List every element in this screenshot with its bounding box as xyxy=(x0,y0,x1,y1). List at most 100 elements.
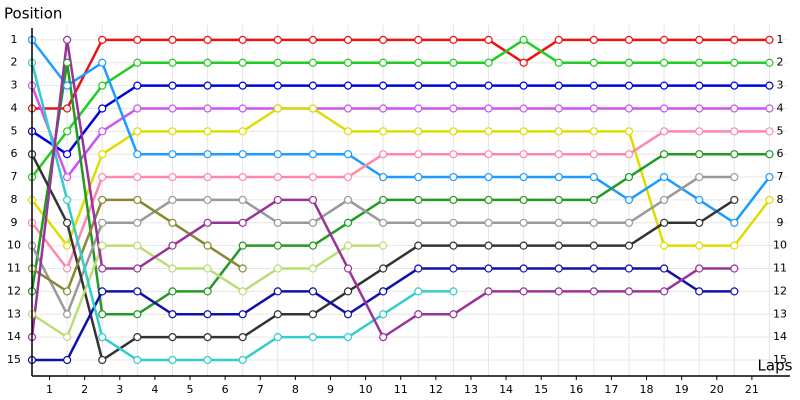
point xyxy=(238,264,247,273)
point xyxy=(308,104,318,113)
point xyxy=(554,241,563,250)
x-tick-label: 9 xyxy=(327,383,334,396)
point xyxy=(484,264,493,273)
point xyxy=(519,127,528,136)
point xyxy=(519,287,528,296)
point xyxy=(449,104,458,113)
point xyxy=(730,58,739,67)
point xyxy=(98,241,107,250)
point xyxy=(98,58,107,67)
x-tick-label: 3 xyxy=(116,383,123,396)
point xyxy=(484,58,493,67)
point xyxy=(519,35,528,44)
point xyxy=(659,104,669,113)
point xyxy=(168,333,177,342)
point xyxy=(63,241,72,250)
point xyxy=(695,127,704,136)
point xyxy=(730,195,739,205)
y-tick-label: 4 xyxy=(11,101,18,114)
x-tick-label: 17 xyxy=(604,383,618,396)
point xyxy=(203,241,212,250)
point xyxy=(308,195,318,205)
point xyxy=(343,58,353,67)
point xyxy=(730,172,739,182)
point xyxy=(730,218,739,227)
point xyxy=(554,264,563,273)
point xyxy=(589,150,598,159)
point xyxy=(168,264,177,273)
point xyxy=(273,58,282,67)
series-line xyxy=(31,38,770,178)
point xyxy=(273,333,282,342)
point xyxy=(343,195,353,205)
point xyxy=(449,287,458,296)
series-line xyxy=(31,130,770,272)
x-tick-label: 19 xyxy=(675,383,689,396)
x-tick-label: 20 xyxy=(710,383,724,396)
y-tick-label: 8 xyxy=(11,193,18,206)
y-tick-label: 6 xyxy=(11,147,18,160)
point xyxy=(168,241,177,250)
point xyxy=(449,58,458,67)
point xyxy=(695,218,704,227)
point xyxy=(695,81,704,90)
point xyxy=(343,287,353,296)
point xyxy=(63,355,72,365)
y-tick-label-right: 1 xyxy=(777,33,784,46)
point xyxy=(414,195,423,205)
point xyxy=(379,195,388,205)
point xyxy=(98,310,107,319)
y-tick-label-right: 8 xyxy=(777,193,784,206)
point xyxy=(730,150,739,159)
point xyxy=(238,241,247,250)
point xyxy=(133,333,142,342)
point xyxy=(203,172,212,182)
x-tick-label: 21 xyxy=(745,383,759,396)
point xyxy=(659,195,669,205)
point xyxy=(484,241,493,250)
point xyxy=(343,310,353,319)
point xyxy=(273,264,282,273)
point xyxy=(238,287,247,296)
point xyxy=(484,218,493,227)
point xyxy=(133,58,142,67)
point xyxy=(203,195,212,205)
point xyxy=(273,218,282,227)
point xyxy=(379,81,388,90)
point xyxy=(203,150,212,159)
point xyxy=(133,35,142,44)
point xyxy=(168,310,177,319)
point xyxy=(273,172,282,182)
point xyxy=(589,127,598,136)
point xyxy=(168,172,177,182)
point xyxy=(308,150,318,159)
series-line xyxy=(31,84,770,156)
point xyxy=(659,241,669,250)
x-tick-label: 8 xyxy=(292,383,299,396)
point xyxy=(695,58,704,67)
point xyxy=(659,35,669,44)
point xyxy=(695,172,704,182)
y-tick-label: 10 xyxy=(7,239,21,252)
point xyxy=(168,127,177,136)
point xyxy=(133,195,142,205)
point xyxy=(695,287,704,296)
point xyxy=(554,150,563,159)
point xyxy=(273,310,282,319)
point xyxy=(484,104,493,113)
point xyxy=(589,81,598,90)
point xyxy=(659,58,669,67)
point xyxy=(589,287,598,296)
point xyxy=(308,287,318,296)
point xyxy=(343,150,353,159)
point xyxy=(695,150,704,159)
y-tick-label: 3 xyxy=(11,79,18,92)
y-tick-label-right: 11 xyxy=(773,262,787,275)
series-points xyxy=(27,35,774,365)
point xyxy=(238,58,247,67)
point xyxy=(414,35,423,44)
y-tick-label: 9 xyxy=(11,216,18,229)
point xyxy=(203,127,212,136)
point xyxy=(730,264,739,273)
y-tick-label-right: 2 xyxy=(777,56,784,69)
